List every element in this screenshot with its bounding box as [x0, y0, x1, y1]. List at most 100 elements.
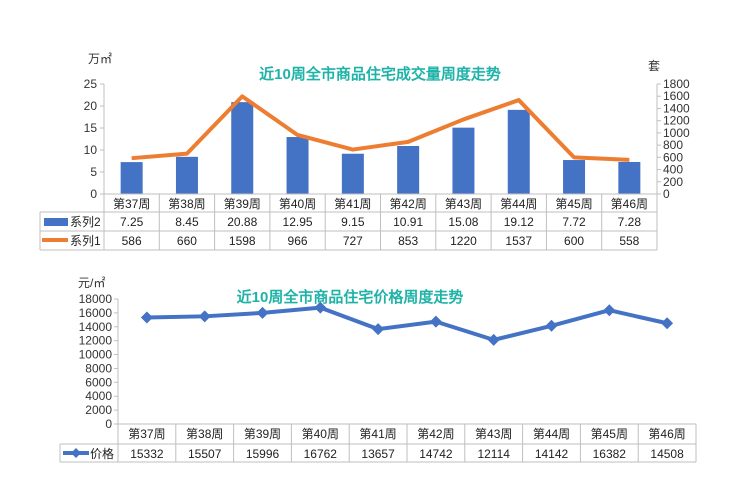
right-tick-label: 1400 [663, 101, 690, 115]
bar-第42周 [397, 145, 420, 194]
price-marker-第45周 [603, 304, 616, 317]
price-value: 13657 [361, 447, 395, 461]
y-tick-label: 2000 [85, 403, 112, 417]
price-marker-第38周 [198, 310, 211, 323]
category-label: 第46周 [611, 197, 648, 211]
price-marker-第44周 [545, 319, 558, 332]
series2-value: 9.15 [341, 215, 365, 229]
y-tick-label: 18000 [79, 292, 113, 306]
category-label: 第44周 [533, 427, 570, 441]
price-value: 15996 [246, 447, 280, 461]
category-label: 第45周 [591, 427, 628, 441]
series2-value: 8.45 [175, 215, 199, 229]
price-value: 14742 [419, 447, 453, 461]
series2-value: 10.91 [393, 215, 423, 229]
chart2-title: 近10周全市商品住宅价格周度走势 [237, 288, 464, 306]
chart1-right-axis-unit: 套 [648, 59, 660, 73]
bar-第43周 [452, 127, 475, 194]
price-value: 14508 [650, 447, 684, 461]
series2-value: 19.12 [504, 215, 534, 229]
legend-series1-label: 系列1 [70, 234, 101, 248]
y-tick-label: 8000 [85, 361, 112, 375]
price-marker-第42周 [429, 315, 442, 328]
price-value: 12114 [477, 447, 510, 461]
category-label: 第39周 [224, 197, 261, 211]
category-label: 第40周 [279, 197, 316, 211]
y-tick-label: 10000 [79, 348, 113, 362]
price-marker-第43周 [487, 333, 500, 346]
bar-第44周 [507, 109, 530, 194]
series2-value: 7.28 [618, 215, 642, 229]
price-marker-第37周 [140, 311, 153, 324]
series1-value: 1220 [450, 234, 477, 248]
category-label: 第41周 [334, 197, 371, 211]
category-label: 第46周 [648, 427, 685, 441]
chart1-left-axis-unit: 万㎡ [88, 52, 112, 66]
price-value: 16382 [593, 447, 627, 461]
series1-value: 558 [619, 234, 639, 248]
y-tick-label: 0 [105, 417, 112, 431]
price-value: 14142 [535, 447, 569, 461]
y-tick-label: 12000 [79, 334, 113, 348]
right-tick-label: 600 [663, 150, 683, 164]
price-marker-第41周 [372, 323, 385, 336]
y-tick-label: 16000 [79, 306, 113, 320]
category-label: 第37周 [128, 427, 165, 441]
series2-value: 12.95 [283, 215, 313, 229]
left-tick-label: 25 [84, 77, 98, 91]
category-label: 第41周 [359, 427, 396, 441]
price-value: 15507 [188, 447, 222, 461]
right-tick-label: 1000 [663, 126, 690, 140]
chart2: 0200040006000800010000120001400016000180… [59, 292, 697, 463]
series1-line [131, 94, 630, 162]
series1-value: 853 [398, 234, 418, 248]
price-line [146, 305, 668, 342]
left-tick-label: 5 [90, 165, 97, 179]
price-marker-第39周 [256, 306, 269, 319]
series1-value: 586 [122, 234, 142, 248]
legend-bar-swatch [44, 218, 68, 226]
bar-第46周 [618, 161, 641, 194]
left-tick-label: 15 [84, 121, 98, 135]
category-label: 第37周 [113, 197, 150, 211]
category-label: 第39周 [244, 427, 281, 441]
category-label: 第40周 [302, 427, 339, 441]
bar-第41周 [341, 153, 364, 194]
series2-value: 7.25 [120, 215, 144, 229]
series1-value: 727 [343, 234, 363, 248]
chart1-title: 近10周全市商品住宅成交量周度走势 [259, 65, 501, 83]
category-label: 第45周 [555, 197, 592, 211]
bar-第45周 [563, 160, 586, 194]
right-tick-label: 1600 [663, 89, 690, 103]
price-marker-第46周 [661, 317, 674, 330]
left-tick-label: 10 [84, 143, 98, 157]
category-label: 第44周 [500, 197, 537, 211]
right-tick-label: 200 [663, 175, 683, 189]
bar-第38周 [175, 156, 198, 194]
bar-第39周 [231, 102, 254, 194]
legend-price-label: 价格 [90, 446, 114, 461]
left-tick-label: 20 [84, 99, 98, 113]
price-value: 16762 [304, 447, 338, 461]
series1-value: 600 [564, 234, 584, 248]
series2-value: 15.08 [448, 215, 478, 229]
series2-value: 7.72 [562, 215, 586, 229]
category-label: 第38周 [168, 197, 205, 211]
legend-marker [71, 448, 81, 458]
series1-value: 966 [288, 234, 308, 248]
category-label: 第42周 [417, 427, 454, 441]
right-tick-label: 0 [663, 187, 670, 201]
right-tick-label: 400 [663, 163, 683, 177]
right-tick-label: 800 [663, 138, 683, 152]
category-label: 第42周 [389, 197, 426, 211]
chart2-axis-unit: 元/㎡ [78, 276, 105, 290]
bar-第40周 [286, 137, 309, 194]
price-marker-第40周 [314, 301, 327, 314]
price-value: 15332 [130, 447, 164, 461]
left-tick-label: 0 [90, 187, 97, 201]
bar-第37周 [120, 162, 143, 194]
y-tick-label: 6000 [85, 375, 112, 389]
y-tick-label: 14000 [79, 320, 113, 334]
right-tick-label: 1800 [663, 77, 690, 91]
y-tick-label: 4000 [85, 389, 112, 403]
